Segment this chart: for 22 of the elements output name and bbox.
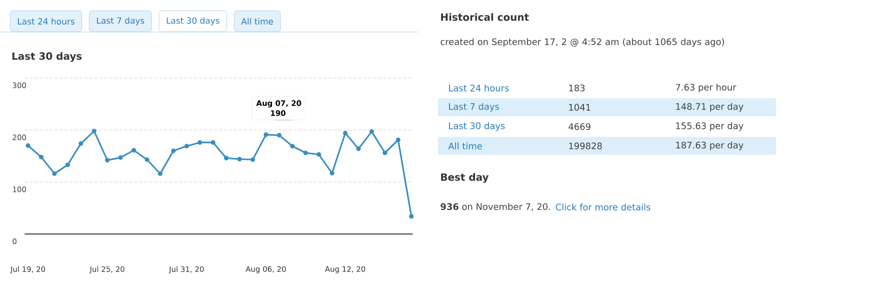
text: 187.63 per day bbox=[676, 142, 744, 150]
text: 183 bbox=[569, 84, 585, 92]
text: All time bbox=[241, 18, 274, 25]
text: Last 30 days bbox=[166, 17, 220, 26]
text: 148.71 per day bbox=[676, 102, 744, 112]
text: Historical count bbox=[441, 13, 529, 21]
text: 7.63 per hour bbox=[676, 84, 736, 92]
text: 155.63 per day bbox=[676, 122, 744, 131]
text: Last 7 days bbox=[449, 102, 500, 112]
text: Last 24 hours bbox=[449, 84, 509, 92]
text: 4669 bbox=[568, 123, 590, 130]
text: Last 7 days bbox=[97, 17, 144, 26]
text: All time bbox=[448, 142, 482, 150]
chart-title: Last 30 days bbox=[12, 52, 82, 62]
text: Last 24 hours bbox=[18, 18, 74, 25]
text: Last 30 days bbox=[449, 122, 505, 131]
text: 199828 bbox=[569, 142, 602, 150]
text: 1041 bbox=[569, 104, 590, 111]
text: created on September 17, 2 @ 4:52 am (about 1065 days ago) bbox=[440, 38, 724, 47]
text: 936 on November 7, 20. bbox=[440, 203, 550, 211]
text: Click for more details bbox=[556, 204, 650, 210]
text: Best day bbox=[441, 173, 489, 183]
